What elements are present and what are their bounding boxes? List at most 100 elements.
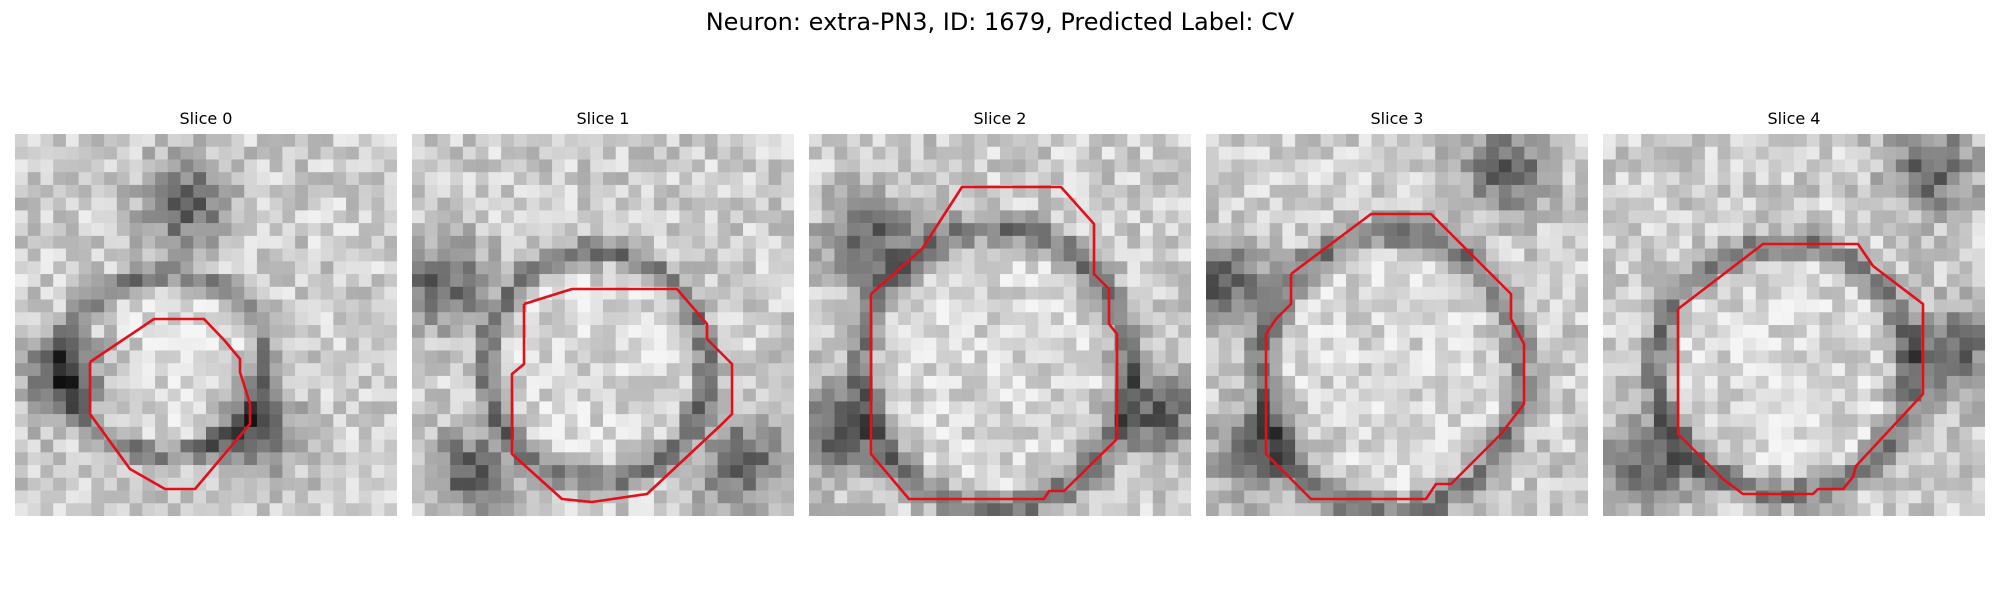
image-pixel bbox=[424, 223, 438, 237]
image-pixel bbox=[1178, 172, 1191, 186]
image-pixel bbox=[1959, 248, 1973, 262]
image-pixel bbox=[1704, 210, 1718, 224]
image-pixel bbox=[218, 363, 232, 377]
image-pixel bbox=[1730, 312, 1744, 326]
image-pixel bbox=[641, 465, 655, 479]
image-pixel bbox=[1371, 337, 1385, 351]
image-pixel bbox=[768, 184, 782, 198]
image-pixel bbox=[1679, 286, 1693, 300]
image-pixel bbox=[628, 337, 642, 351]
image-pixel bbox=[872, 184, 886, 198]
image-pixel bbox=[1857, 134, 1871, 148]
image-pixel bbox=[1307, 375, 1321, 389]
image-pixel bbox=[450, 337, 464, 351]
image-pixel bbox=[1127, 452, 1141, 466]
image-pixel bbox=[1946, 465, 1960, 479]
image-pixel bbox=[847, 223, 861, 237]
image-pixel bbox=[1038, 134, 1052, 148]
image-pixel bbox=[1857, 325, 1871, 339]
image-pixel bbox=[1832, 261, 1846, 275]
image-pixel bbox=[142, 134, 156, 148]
image-pixel bbox=[1806, 210, 1820, 224]
image-pixel bbox=[1562, 248, 1576, 262]
image-pixel bbox=[1628, 286, 1642, 300]
image-pixel bbox=[1165, 363, 1179, 377]
image-pixel bbox=[961, 375, 975, 389]
image-pixel bbox=[1486, 401, 1500, 415]
image-pixel bbox=[1178, 503, 1191, 516]
image-pixel bbox=[1806, 286, 1820, 300]
image-pixel bbox=[1295, 452, 1309, 466]
image-pixel bbox=[1679, 274, 1693, 288]
image-pixel bbox=[320, 134, 334, 148]
image-pixel bbox=[1025, 490, 1039, 504]
image-pixel bbox=[1473, 325, 1487, 339]
image-pixel bbox=[872, 401, 886, 415]
image-pixel bbox=[539, 159, 553, 173]
image-pixel bbox=[1921, 388, 1935, 402]
image-pixel bbox=[859, 197, 873, 211]
image-pixel bbox=[1666, 146, 1680, 160]
image-pixel bbox=[1422, 286, 1436, 300]
image-pixel bbox=[1101, 223, 1115, 237]
image-pixel bbox=[437, 235, 451, 249]
image-pixel bbox=[1435, 401, 1449, 415]
image-pixel bbox=[1038, 261, 1052, 275]
image-pixel bbox=[717, 375, 731, 389]
image-pixel bbox=[501, 248, 515, 262]
image-pixel bbox=[1409, 223, 1423, 237]
image-pixel bbox=[65, 159, 79, 173]
image-pixel bbox=[462, 426, 476, 440]
image-pixel bbox=[1895, 363, 1909, 377]
image-pixel bbox=[692, 210, 706, 224]
image-pixel bbox=[1101, 477, 1115, 491]
image-pixel bbox=[1231, 426, 1245, 440]
image-pixel bbox=[821, 401, 835, 415]
image-pixel bbox=[1679, 426, 1693, 440]
image-pixel bbox=[679, 235, 693, 249]
image-pixel bbox=[692, 184, 706, 198]
image-pixel bbox=[1498, 312, 1512, 326]
image-pixel bbox=[193, 503, 207, 516]
image-pixel bbox=[755, 426, 769, 440]
image-pixel bbox=[885, 503, 899, 516]
image-pixel bbox=[424, 363, 438, 377]
image-pixel bbox=[320, 375, 334, 389]
image-pixel bbox=[1089, 299, 1103, 313]
image-pixel bbox=[65, 146, 79, 160]
image-pixel bbox=[730, 299, 744, 313]
image-pixel bbox=[666, 401, 680, 415]
image-pixel bbox=[488, 439, 502, 453]
image-pixel bbox=[1038, 337, 1052, 351]
image-pixel bbox=[78, 465, 92, 479]
image-pixel bbox=[1628, 248, 1642, 262]
image-pixel bbox=[27, 490, 41, 504]
image-pixel bbox=[155, 388, 169, 402]
image-pixel bbox=[437, 261, 451, 275]
image-pixel bbox=[974, 452, 988, 466]
image-pixel bbox=[462, 197, 476, 211]
image-pixel bbox=[1524, 184, 1538, 198]
image-pixel bbox=[346, 325, 360, 339]
image-pixel bbox=[129, 274, 143, 288]
image-pixel bbox=[1256, 490, 1270, 504]
image-pixel bbox=[526, 312, 540, 326]
image-pixel bbox=[384, 401, 397, 415]
image-pixel bbox=[244, 375, 258, 389]
image-pixel bbox=[1231, 159, 1245, 173]
image-pixel bbox=[717, 477, 731, 491]
image-pixel bbox=[847, 235, 861, 249]
image-pixel bbox=[412, 223, 426, 237]
image-pixel bbox=[1231, 223, 1245, 237]
image-pixel bbox=[1244, 452, 1258, 466]
image-pixel bbox=[1063, 299, 1077, 313]
image-pixel bbox=[781, 210, 794, 224]
image-pixel bbox=[1244, 375, 1258, 389]
image-pixel bbox=[1140, 439, 1154, 453]
image-pixel bbox=[371, 210, 385, 224]
image-pixel bbox=[142, 439, 156, 453]
image-pixel bbox=[206, 146, 220, 160]
image-pixel bbox=[15, 388, 29, 402]
image-pixel bbox=[1806, 299, 1820, 313]
image-pixel bbox=[834, 197, 848, 211]
